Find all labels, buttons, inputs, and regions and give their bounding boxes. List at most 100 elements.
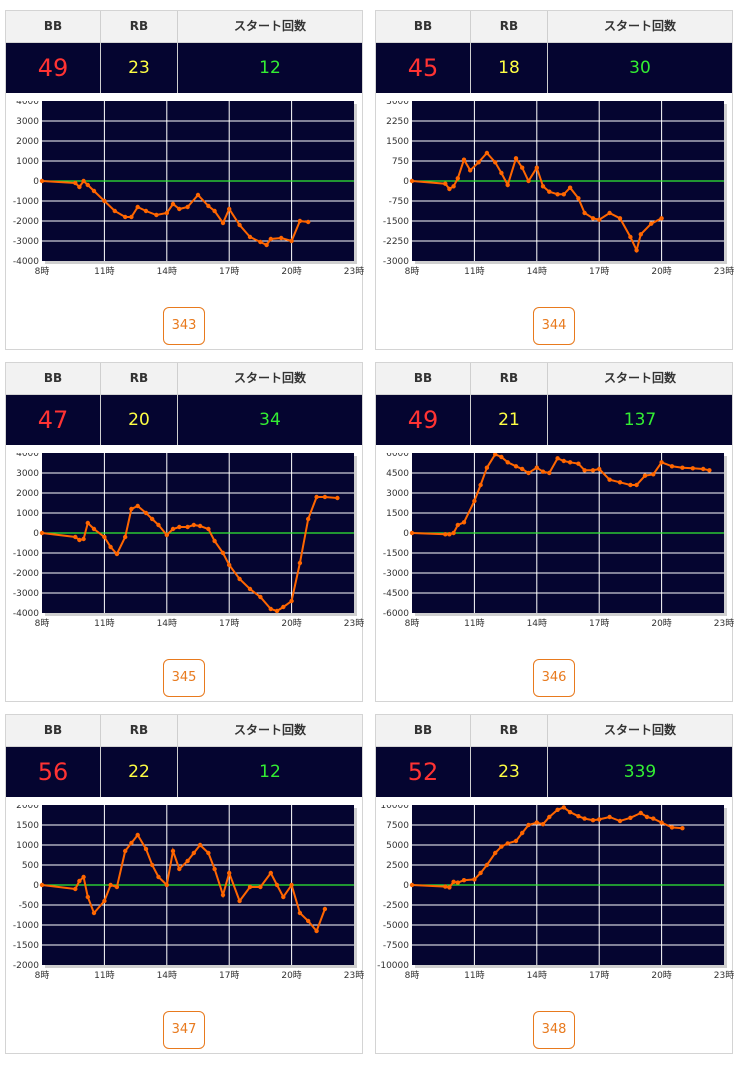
data-point [607,814,612,820]
x-tick-label: 23時 [344,618,364,629]
x-tick-label: 17時 [589,618,609,629]
data-point [114,884,120,890]
y-tick-label: -10000 [377,961,409,971]
y-tick-label: -4500 [383,589,409,599]
stats-values: 45 18 30 [376,43,732,93]
data-point [306,918,311,924]
rb-count: 23 [498,762,520,782]
rb-count: 18 [498,58,520,78]
data-point [534,465,539,470]
data-point [628,234,633,240]
data-point [642,473,648,478]
data-point [185,524,190,530]
stats-header: BB RB スタート回数 [376,363,732,395]
column-divider [470,363,471,445]
x-tick-label: 8時 [405,266,420,277]
y-tick-label: 4000 [16,101,39,107]
data-point [443,884,448,889]
rb-header: RB [499,371,519,385]
data-point [597,817,602,822]
stats-header: BB RB スタート回数 [6,363,362,395]
data-point [129,214,134,220]
data-point [77,184,82,190]
x-tick-label: 17時 [589,266,609,277]
stats-values: 56 22 12 [6,747,362,797]
data-point [227,206,232,212]
data-point [455,522,460,528]
data-point [468,168,473,173]
y-tick-label: 7500 [386,821,409,831]
data-point [493,850,498,856]
x-tick-label: 8時 [35,266,50,277]
data-point [156,874,161,880]
data-point [212,866,217,872]
y-tick-label: -2000 [13,217,39,227]
data-point [499,844,504,849]
data-point [540,822,546,827]
slump-chart: 10000 7500 5000 2500 0 -2500 -5000 -7500 -100008… [377,805,734,981]
column-divider [100,11,101,93]
y-tick-label: 750 [392,157,409,167]
data-point [73,534,78,540]
machine-number-button[interactable]: 348 [533,1011,575,1049]
y-tick-label: -750 [389,197,410,207]
y-tick-label: 10000 [380,805,409,811]
data-point [112,208,118,214]
data-point [505,460,510,465]
data-point [164,882,169,888]
x-tick-label: 23時 [344,266,364,277]
y-tick-label: -7500 [383,941,409,951]
data-point [150,516,155,522]
column-divider [470,715,471,797]
machine-number-button[interactable]: 346 [533,659,575,697]
y-tick-label: -500 [19,901,40,911]
y-tick-label: -6000 [383,609,409,619]
machine-number-button[interactable]: 347 [163,1011,205,1049]
data-point [206,203,211,209]
data-point [227,870,232,876]
data-point [123,214,128,220]
data-point [555,192,560,197]
data-point [258,239,263,245]
y-tick-label: -5000 [383,921,409,931]
data-point [108,882,113,888]
machine-number-button[interactable]: 343 [163,307,205,345]
data-point [526,178,531,184]
rb-header: RB [129,723,149,737]
stats-values: 47 20 34 [6,395,362,445]
data-point [258,884,263,890]
data-point [129,506,134,512]
data-point [520,466,525,472]
data-point [576,814,581,819]
machine-number-button[interactable]: 345 [163,659,205,697]
data-point [597,217,602,222]
x-tick-label: 14時 [527,970,547,981]
x-tick-label: 17時 [219,970,239,981]
x-tick-label: 14時 [157,266,177,277]
x-tick-label: 8時 [405,618,420,629]
machine-number-button[interactable]: 344 [533,307,575,345]
bb-count: 52 [407,758,439,786]
data-point [237,898,242,904]
x-tick-label: 20時 [651,618,671,629]
x-tick-label: 23時 [344,970,364,981]
data-point [561,458,566,464]
start-count: 339 [623,762,657,782]
machine-card: BB RB スタート回数 45 18 30 3000 2250 1500 750 0 -750 -150… [375,10,734,350]
data-point [505,841,510,846]
x-tick-label: 8時 [35,618,50,629]
data-point [154,212,159,218]
x-tick-label: 8時 [35,970,50,981]
data-point [607,210,612,216]
data-point [582,210,587,216]
series-line [41,833,326,933]
bb-count: 49 [407,406,439,434]
start-count: 12 [259,58,281,78]
y-tick-label: -3000 [13,237,39,247]
y-tick-label: 2000 [16,805,39,811]
data-point [576,196,581,201]
data-point [547,470,552,476]
x-tick-label: 17時 [219,266,239,277]
data-point [191,522,196,528]
y-tick-label: 3000 [386,101,409,107]
